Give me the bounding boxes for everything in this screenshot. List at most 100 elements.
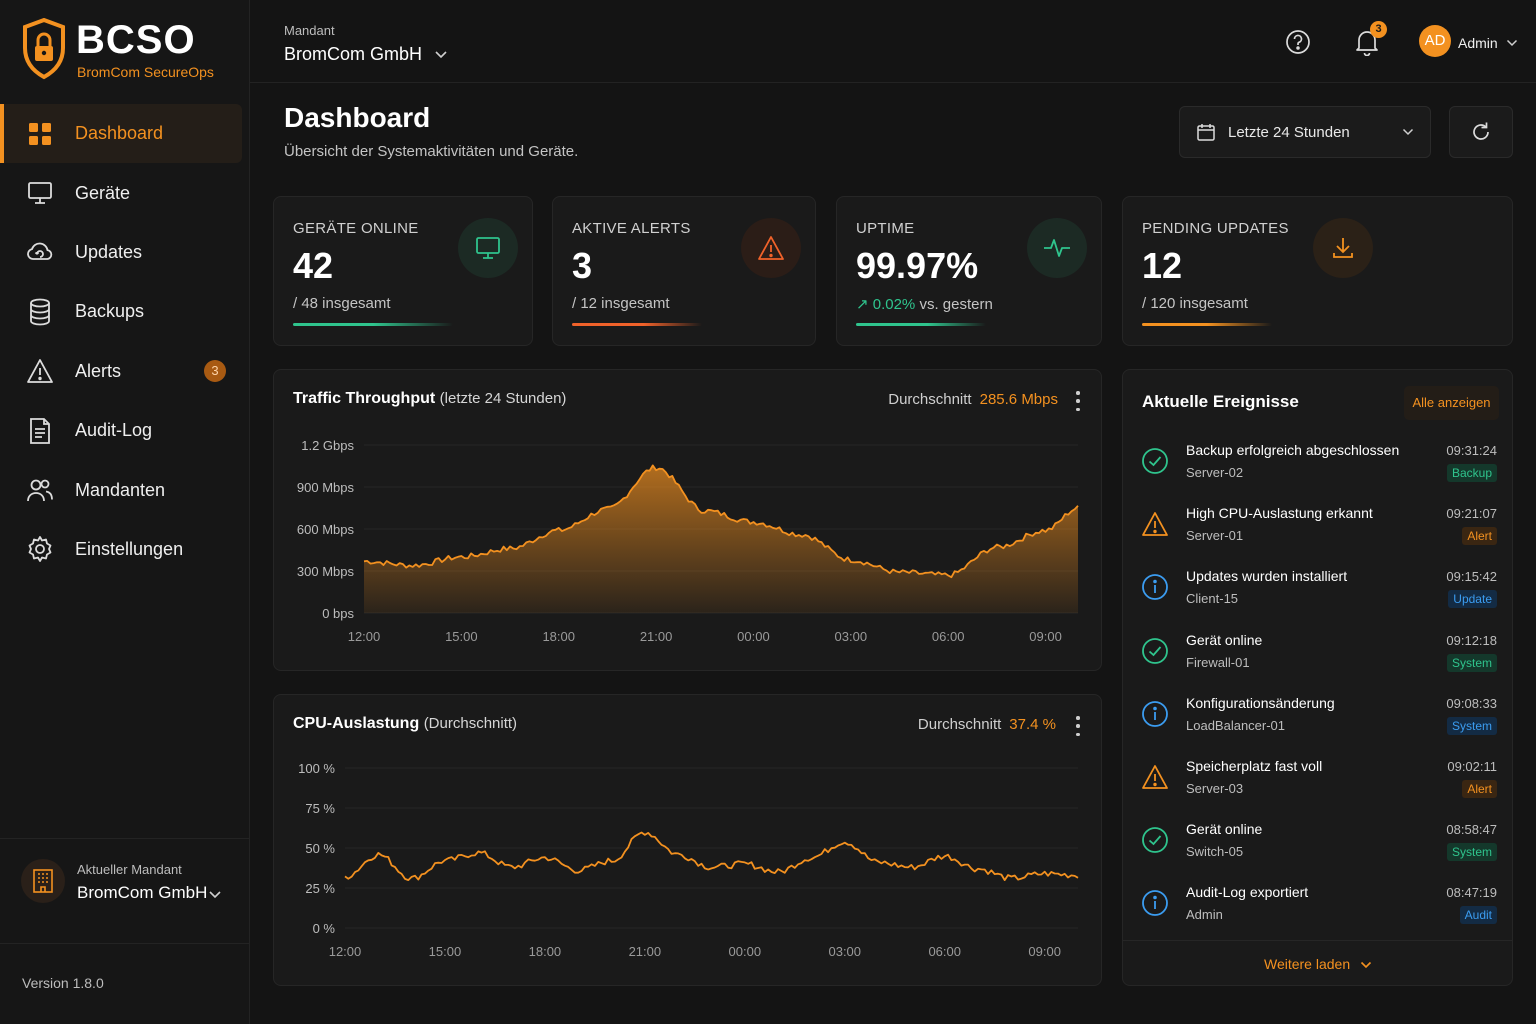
kpi-subtext: ↗ 0.02% vs. gestern xyxy=(856,295,993,313)
event-row[interactable]: Gerät online Firewall-01 09:12:18 System xyxy=(1123,630,1513,693)
sidebar-item-label: Geräte xyxy=(75,182,131,203)
event-tag: Alert xyxy=(1462,780,1497,798)
x-tick-label: 21:00 xyxy=(640,629,673,644)
refresh-icon xyxy=(1473,122,1489,140)
event-row[interactable]: Backup erfolgreich abgeschlossen Server-0… xyxy=(1123,440,1513,503)
dashboard-grid-icon xyxy=(26,120,54,148)
download-icon xyxy=(1313,218,1373,278)
event-row[interactable]: Speicherplatz fast voll Server-03 09:02:11… xyxy=(1123,756,1513,819)
average-label: Durchschnitt xyxy=(888,391,972,408)
uptime-compare: vs. gestern xyxy=(919,296,993,313)
cpu-usage-card: CPU-Auslastung (Durchschnitt) Durchschni… xyxy=(273,694,1102,986)
mandant-select[interactable]: BromCom GmbH xyxy=(284,44,448,65)
traffic-chart: 0 bps 300 Mbps 600 Mbps 900 Mbps 1.2 Gbps 12:… xyxy=(297,438,1079,644)
x-tick-label: 06:00 xyxy=(928,944,961,959)
kpi-accent-line xyxy=(293,323,453,326)
event-row[interactable]: Audit-Log exportiert Admin 08:47:19 Audit xyxy=(1123,882,1513,945)
sidebar-item-mandanten[interactable]: Mandanten xyxy=(0,460,250,519)
event-time: 09:02:11 xyxy=(1447,759,1497,774)
event-time: 09:31:24 xyxy=(1446,443,1497,458)
brand-logo[interactable]: BCSO BromCom SecureOps xyxy=(22,18,214,80)
show-all-button[interactable]: Alle anzeigen xyxy=(1404,386,1499,420)
sidebar-item-backups[interactable]: Backups xyxy=(0,282,250,341)
cpu-chart: 0 % 25 % 50 % 75 % 100 % 12:00 15:00 18:00 21:00… xyxy=(298,761,1079,959)
sidebar-item-alerts[interactable]: Alerts 3 xyxy=(0,342,250,401)
sidebar-item-label: Einstellungen xyxy=(75,538,184,559)
traffic-throughput-card: Traffic Throughput (letzte 24 Stunden) D… xyxy=(273,369,1102,671)
kpi-card-uptime: UPTIME 99.97% ↗ 0.02% vs. gestern xyxy=(836,196,1102,346)
sidebar-item-updates[interactable]: Updates xyxy=(0,223,250,282)
sidebar-item-label: Mandanten xyxy=(75,479,166,500)
kpi-label: UPTIME xyxy=(856,220,915,237)
info-circle-icon xyxy=(1141,700,1169,728)
kpi-subtext: / 120 insgesamt xyxy=(1142,295,1248,312)
refresh-button[interactable] xyxy=(1449,106,1513,158)
x-tick-label: 15:00 xyxy=(429,944,462,959)
user-menu[interactable]: Admin xyxy=(1458,35,1518,51)
y-tick-label: 600 Mbps xyxy=(297,522,355,537)
avatar[interactable]: AD xyxy=(1419,25,1451,57)
sidebar-item-label: Updates xyxy=(75,241,143,262)
chart-title: CPU-Auslastung (Durchschnitt) xyxy=(293,715,517,733)
sidebar-item-audit-log[interactable]: Audit-Log xyxy=(0,401,250,460)
alerts-count-badge: 3 xyxy=(204,359,226,382)
chart-title: Traffic Throughput (letzte 24 Stunden) xyxy=(293,390,566,408)
sidebar-item-geraete[interactable]: Geräte xyxy=(0,163,250,222)
kpi-accent-line xyxy=(856,323,986,326)
event-host: Admin xyxy=(1186,907,1223,923)
event-row[interactable]: High CPU-Auslastung erkannt Server-01 09:2… xyxy=(1123,503,1513,566)
kpi-value: 12 xyxy=(1142,245,1183,286)
mandant-value: BromCom GmbH xyxy=(284,44,423,64)
event-row[interactable]: Gerät online Switch-05 08:58:47 System xyxy=(1123,819,1513,882)
check-circle-icon xyxy=(1141,447,1169,475)
more-options-icon[interactable] xyxy=(1075,716,1081,736)
building-icon xyxy=(21,859,65,903)
chevron-down-icon xyxy=(1506,39,1517,47)
event-row[interactable]: Updates wurden installiert Client-15 09:15… xyxy=(1123,566,1513,629)
logo-title: BCSO xyxy=(76,18,196,62)
event-host: Firewall-01 xyxy=(1186,654,1250,670)
chart-title-suffix: (Durchschnitt) xyxy=(423,715,518,732)
event-time: 09:21:07 xyxy=(1446,506,1497,522)
alert-triangle-icon xyxy=(26,357,54,385)
monitor-icon xyxy=(26,179,54,207)
alert-triangle-icon xyxy=(1141,510,1169,538)
event-time: 08:58:47 xyxy=(1446,822,1497,838)
sidebar-item-label: Audit-Log xyxy=(75,420,153,441)
x-tick-label: 15:00 xyxy=(445,629,478,644)
sidebar-item-dashboard[interactable]: Dashboard xyxy=(0,104,242,164)
notification-badge: 3 xyxy=(1370,21,1387,38)
page-title: Dashboard xyxy=(284,102,431,133)
chart-average: Durchschnitt 37.4 % xyxy=(918,716,1056,733)
y-tick-label: 50 % xyxy=(305,841,335,856)
database-icon xyxy=(26,298,54,326)
uptime-change: ↗ 0.02% xyxy=(856,296,916,313)
alert-triangle-icon xyxy=(1141,763,1169,791)
event-name: Speicherplatz fast voll xyxy=(1186,758,1323,774)
chevron-down-icon xyxy=(1402,128,1414,136)
x-tick-label: 06:00 xyxy=(932,629,965,644)
cloud-update-icon xyxy=(26,238,54,266)
kpi-accent-line xyxy=(1142,323,1272,326)
event-time: 09:08:33 xyxy=(1446,695,1497,711)
more-options-icon[interactable] xyxy=(1075,391,1081,411)
chart-title-main: Traffic Throughput xyxy=(293,390,436,407)
current-tenant-switcher[interactable]: Aktueller Mandant BromCom GmbH xyxy=(0,838,250,944)
x-tick-label: 12:00 xyxy=(329,944,362,959)
event-row[interactable]: Konfigurationsänderung LoadBalancer-01 09:… xyxy=(1123,693,1513,756)
kpi-card-active-alerts: AKTIVE ALERTS 3 / 12 insgesamt xyxy=(552,196,816,346)
time-range-select[interactable]: Letzte 24 Stunden xyxy=(1179,106,1431,158)
load-more-button[interactable]: Weitere laden xyxy=(1123,956,1513,972)
x-tick-label: 21:00 xyxy=(629,944,662,959)
event-tag: System xyxy=(1446,843,1497,862)
divider xyxy=(1123,940,1513,941)
kpi-label: AKTIVE ALERTS xyxy=(572,220,691,237)
sidebar-item-einstellungen[interactable]: Einstellungen xyxy=(0,520,250,579)
event-host: Server-02 xyxy=(1186,465,1244,480)
event-name: High CPU-Auslastung erkannt xyxy=(1186,505,1373,522)
y-tick-label: 1.2 Gbps xyxy=(301,438,354,453)
help-button[interactable] xyxy=(1284,28,1312,56)
x-tick-label: 09:00 xyxy=(1028,944,1061,959)
kpi-label: PENDING UPDATES xyxy=(1142,220,1289,237)
y-tick-label: 100 % xyxy=(298,761,335,776)
